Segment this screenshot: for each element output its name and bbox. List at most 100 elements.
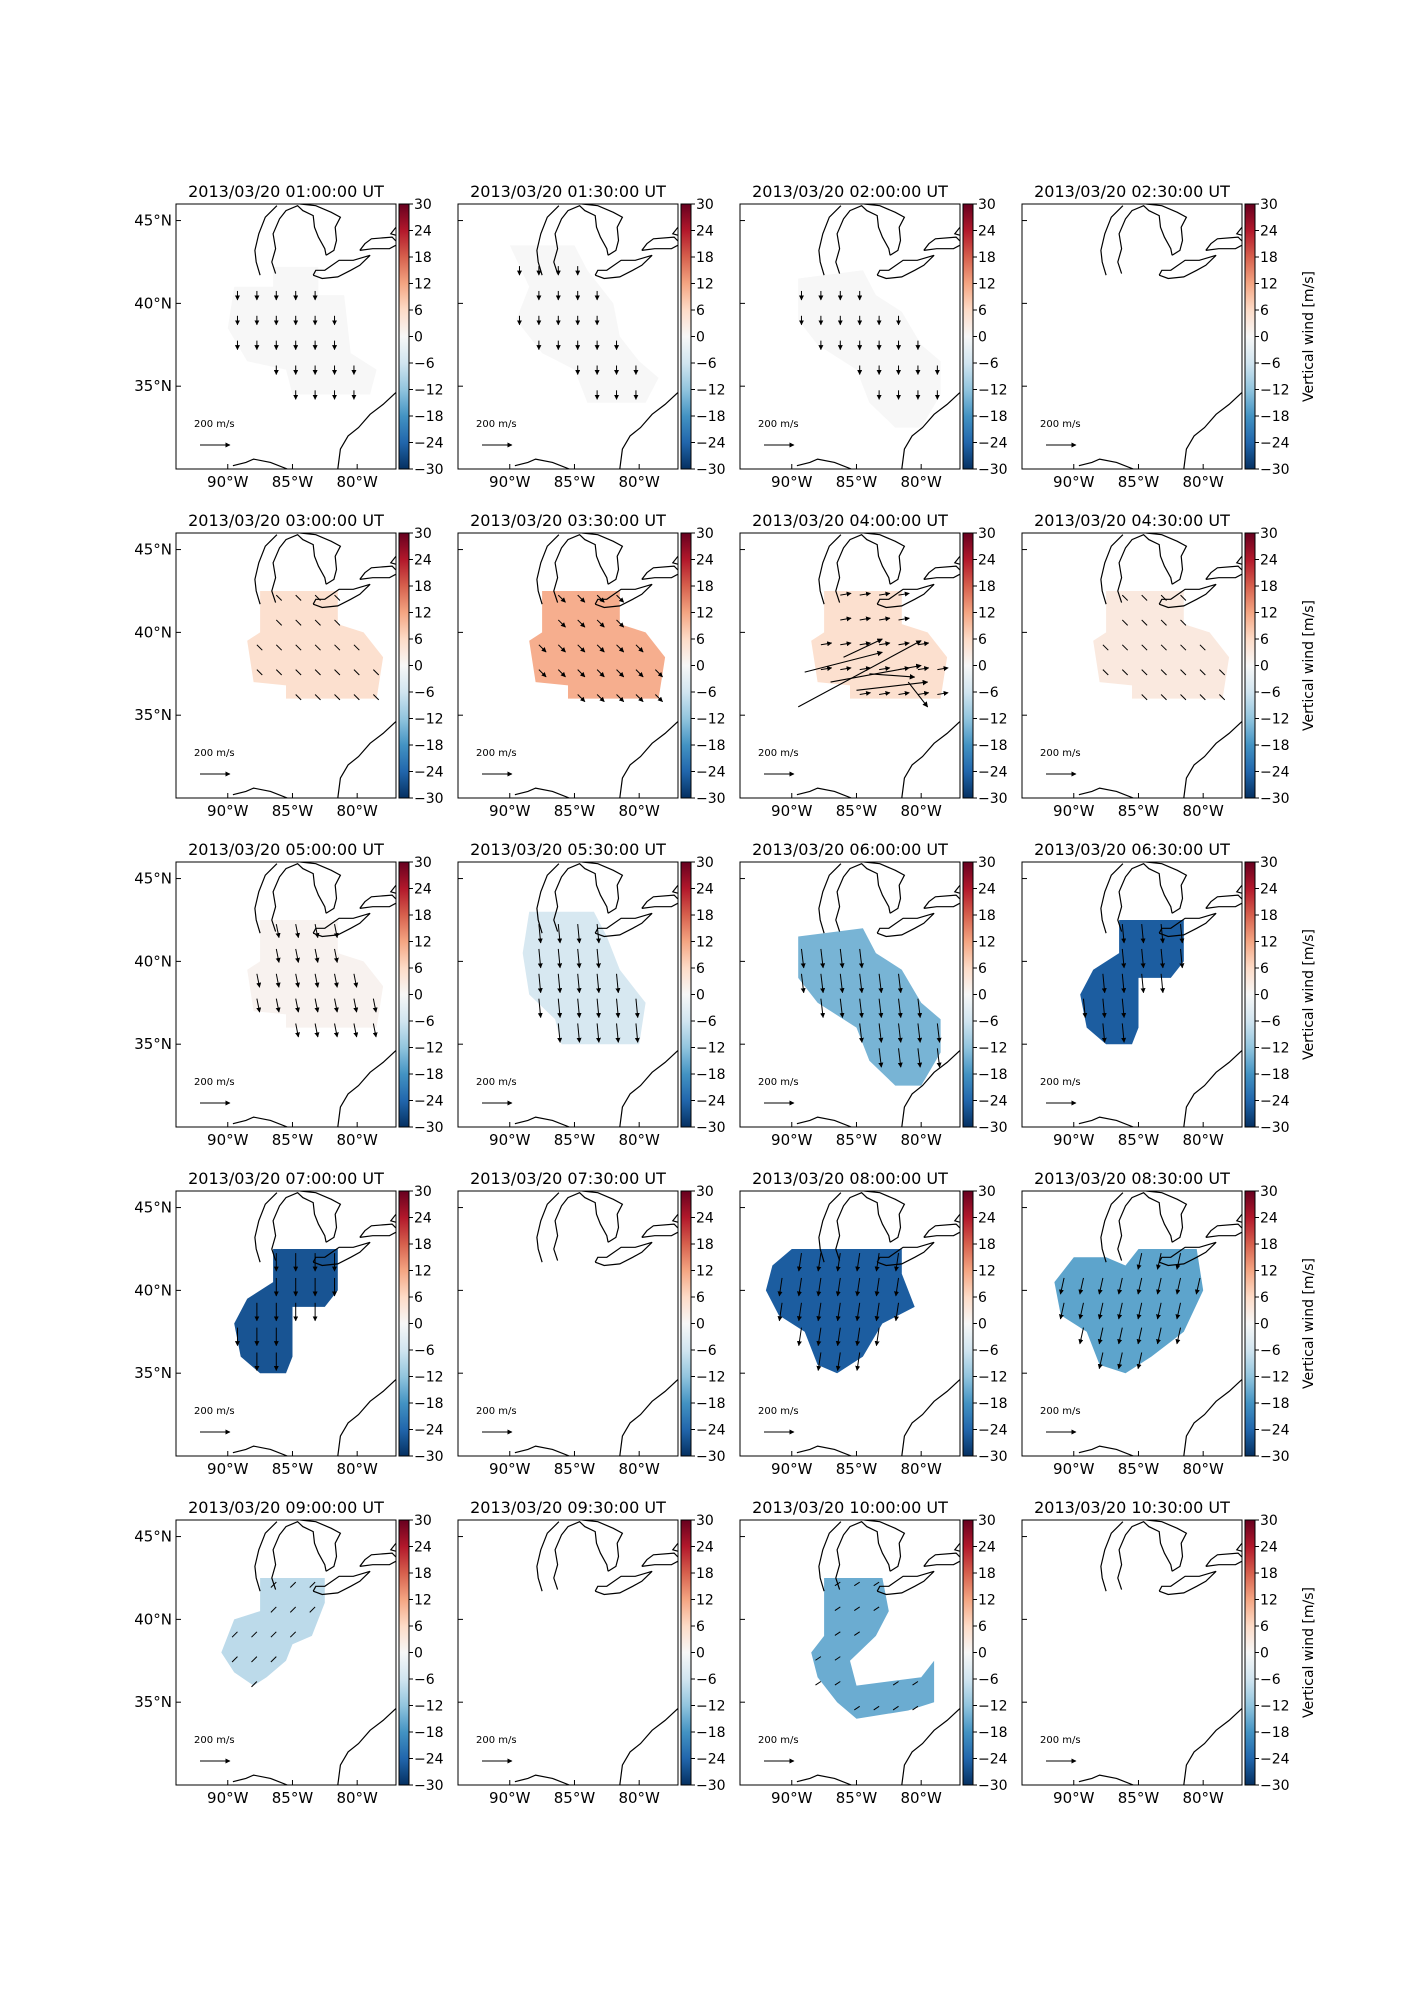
wind-vector [270,1581,277,1588]
colorbar: 30 24 18 12 6 0 −6 −12 −18 −24 −30 Vertical wind [m… [1244,1513,1317,1794]
map-area [1078,862,1242,1127]
wind-vector [1121,594,1129,601]
wind-vector [537,973,543,994]
coastline [582,204,624,256]
wind-vector [820,998,826,1019]
wind-vector [936,1048,942,1068]
wind-vector [879,641,891,647]
coastline [1078,1445,1134,1456]
colorbar-tick-label: 12 [1260,935,1278,951]
map-area [1054,1191,1242,1456]
panel-title: 2013/03/20 03:30:00 UT [470,511,666,530]
wind-vector [1156,1302,1162,1320]
wind-vector [1078,1327,1084,1345]
wind-vector [557,594,566,603]
map-panel: 2013/03/20 03:00:00 UT 200 m/s 90°W 85°W 80°… [134,511,443,820]
colorbar-tick-label: 18 [414,1237,432,1253]
colorbar-gradient [398,1519,410,1786]
colorbar-tick-label: 18 [696,579,714,595]
wind-vector [1218,669,1226,676]
wind-vector [334,619,341,626]
wind-vector [1136,1277,1143,1295]
colorbar: 30 24 18 12 6 0 −6 −12 −18 −24 −30 [398,1184,444,1465]
colorbar-tick-label: 24 [414,553,432,569]
wind-vector [1160,669,1167,676]
coastline [582,1520,624,1572]
colorbar-tick-label: 24 [978,1211,996,1227]
wind-vector [1121,619,1129,626]
wind-vector [635,644,644,653]
vertical-wind-region [227,266,377,395]
x-tick-label: 80°W [618,1131,660,1149]
wind-vector [835,1277,841,1297]
colorbar-tick-label: 30 [1260,526,1278,542]
wind-vector [615,998,621,1019]
map-area [796,533,960,798]
colorbar-tick-label: −12 [978,383,1008,399]
wind-vector [314,619,321,626]
panel-title: 2013/03/20 07:00:00 UT [188,1169,384,1188]
wind-vector [256,973,262,988]
wind-vector [796,1302,802,1322]
reference-vector-label: 200 m/s [194,419,235,430]
wind-vector [858,948,864,969]
wind-vector [537,924,543,944]
colorbar-tick-label: −12 [696,712,726,728]
colorbar-tick-label: 12 [696,606,714,622]
colorbar-tick-label: −6 [696,1014,717,1030]
panel-title: 2013/03/20 08:00:00 UT [752,1169,948,1188]
coastline [1100,863,1124,934]
wind-vector [596,948,601,969]
wind-vector [1218,694,1226,701]
coastline [1078,1116,1134,1127]
colorbar-tick-label: 30 [696,1184,714,1200]
coastline [514,1774,570,1785]
wind-vector [596,594,605,603]
colorbar-gradient [398,532,410,799]
wind-vector [275,948,281,963]
wind-vector [843,638,883,658]
colorbar-tick-label: 18 [978,908,996,924]
wind-vector [796,1327,802,1347]
wind-vector [616,594,625,603]
x-tick-label: 80°W [900,473,942,491]
coastline [835,204,891,274]
panel-frame [1021,203,1243,470]
colorbar-tick-label: −24 [696,765,726,781]
colorbar-tick-label: −6 [978,1014,999,1030]
y-tick-label: 40°N [134,952,172,970]
colorbar-tick-label: 0 [1260,988,1269,1004]
coastline [553,533,609,603]
wind-vector [372,669,380,676]
coastline [312,1570,371,1596]
colorbar-tick-label: 12 [696,1593,714,1609]
colorbar-tick-label: 30 [414,197,432,213]
coastline [514,1445,570,1456]
colorbar-label: Vertical wind [m/s] [1301,929,1317,1060]
panel-frame [457,1519,679,1786]
colorbar-tick-label: −6 [978,685,999,701]
coastline [232,787,288,798]
panel-title: 2013/03/20 03:00:00 UT [188,511,384,530]
colorbar-tick-label: 18 [696,1566,714,1582]
colorbar-tick-label: −6 [978,1343,999,1359]
wind-vector [596,619,605,628]
x-tick-label: 90°W [489,1460,531,1478]
vertical-wind-region [234,1249,338,1374]
colorbar-tick-label: 18 [414,908,432,924]
map-area [232,1191,396,1456]
wind-vector [1117,1352,1123,1370]
colorbar-label: Vertical wind [m/s] [1301,1258,1317,1389]
colorbar-tick-label: 18 [414,579,432,595]
wind-vector [840,616,852,622]
coastline [671,884,678,894]
wind-vector [879,690,891,696]
wind-vector [912,1705,919,1711]
colorbar-tick-label: 24 [414,1540,432,1556]
colorbar-tick-label: −6 [696,356,717,372]
colorbar-tick-label: −24 [978,1094,1008,1110]
x-tick-label: 80°W [336,802,378,820]
coastline [835,1191,891,1261]
wind-vector [295,948,300,963]
wind-vector [1101,1023,1107,1043]
